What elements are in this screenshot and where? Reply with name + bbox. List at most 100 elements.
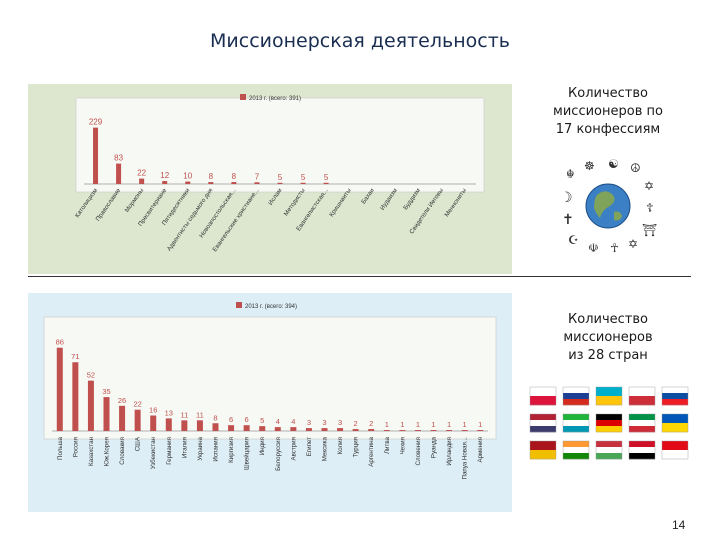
svg-text:☬: ☬	[566, 167, 575, 181]
data-label: 1	[416, 420, 420, 429]
category-label: Мексика	[322, 436, 329, 461]
data-label: 52	[87, 371, 95, 380]
legend-label: 2013 г. (всего: 391)	[249, 96, 301, 102]
data-label: 1	[463, 420, 467, 429]
data-label: 5	[301, 173, 306, 182]
bar-25	[430, 430, 437, 431]
bar-17	[305, 428, 312, 431]
category-label: Словения	[415, 437, 422, 465]
bar-20	[352, 429, 359, 431]
confessions-caption: Количество миссионеров по 17 конфессиям	[553, 86, 663, 137]
bar-2	[116, 163, 122, 184]
flag-3	[595, 386, 623, 406]
bar-23	[399, 430, 406, 431]
svg-text:⛩: ⛩	[642, 223, 657, 237]
svg-text:☥: ☥	[610, 241, 619, 255]
bar-4	[162, 181, 168, 184]
flag-8	[595, 413, 623, 433]
plot-area	[75, 97, 485, 193]
bar-15	[274, 427, 281, 431]
world-religions-emblem-icon: ☬ ☸ ☯ ☮ ✡ ☽ ☦ ✝ ⛩ ☪ ☫ ☥ ✡	[560, 157, 657, 255]
data-label: 11	[196, 410, 204, 419]
category-label: Италия	[181, 437, 188, 458]
data-label: 12	[160, 171, 169, 180]
flag-4	[628, 386, 656, 406]
data-label: 4	[291, 417, 295, 426]
data-label: 1	[447, 420, 451, 429]
svg-text:☯: ☯	[608, 157, 619, 171]
flag-10	[661, 413, 689, 433]
bar-13	[243, 425, 250, 431]
plot-area	[43, 316, 497, 440]
data-label: 11	[180, 410, 188, 419]
data-label: 13	[165, 408, 173, 417]
data-label: 7	[255, 172, 260, 181]
bar-26	[446, 430, 453, 431]
flag-6	[529, 413, 557, 433]
svg-text:✝: ✝	[562, 212, 574, 228]
data-label: 86	[56, 338, 64, 347]
data-label: 8	[213, 413, 217, 422]
category-label: Чехия	[399, 437, 406, 454]
bar-21	[368, 429, 375, 431]
data-label: 4	[276, 417, 280, 426]
bar-8	[254, 182, 260, 184]
data-label: 35	[102, 387, 110, 396]
countries-chart: 2013 г. (всего: 394) 86 Польша 71 Россия 52 Ка…	[28, 293, 512, 512]
page-title: Миссионерская деятельность	[210, 30, 510, 52]
category-label: Египет	[306, 437, 313, 456]
data-label: 16	[149, 406, 157, 415]
data-label: 1	[385, 420, 389, 429]
country-flags-icon	[529, 386, 689, 460]
flag-13	[595, 440, 623, 460]
data-label: 6	[229, 415, 233, 424]
legend-swatch	[240, 94, 246, 100]
page-number: 14	[672, 518, 686, 532]
bar-5	[185, 181, 191, 184]
data-label: 229	[89, 118, 103, 127]
category-label: Юж.Корея	[104, 437, 111, 466]
category-label: Белоруссия	[275, 437, 282, 471]
svg-text:☫: ☫	[588, 241, 599, 255]
bar-1	[56, 347, 63, 431]
flag-12	[562, 440, 590, 460]
legend-swatch	[236, 302, 242, 308]
category-label: Турция	[353, 437, 360, 457]
bar-11	[323, 182, 329, 184]
flag-14	[628, 440, 656, 460]
category-label: США	[135, 436, 142, 451]
data-label: 2	[369, 419, 373, 428]
category-label: Германия	[166, 437, 173, 465]
bar-3	[87, 380, 94, 431]
data-label: 6	[245, 415, 249, 424]
legend-label: 2013 г. (всего: 394)	[245, 304, 297, 310]
data-label: 8	[209, 172, 214, 181]
flag-1	[529, 386, 557, 406]
category-label: Киргизия	[228, 437, 235, 463]
category-label: Узбекистан	[150, 437, 157, 469]
svg-text:☪: ☪	[568, 233, 579, 247]
bar-10	[196, 420, 203, 431]
bar-3	[139, 178, 145, 184]
data-label: 10	[183, 172, 192, 181]
category-label: Словакия	[119, 437, 126, 465]
countries-caption: Количество миссионеров из 28 стран	[563, 312, 653, 363]
flag-9	[628, 413, 656, 433]
bar-8	[165, 418, 172, 431]
category-label: Адвентисты седьмого дня	[166, 187, 215, 252]
flag-5	[661, 386, 689, 406]
countries-chart-svg: 2013 г. (всего: 394)86Польша71Россия52Ка…	[43, 302, 497, 480]
data-label: 8	[232, 172, 237, 181]
category-label: Руанда	[431, 436, 438, 458]
bar-22	[383, 430, 390, 431]
category-label: Папуа Новая...	[462, 437, 469, 480]
svg-text:☸: ☸	[584, 159, 595, 173]
bar-19	[337, 428, 344, 431]
data-label: 1	[400, 420, 404, 429]
bar-7	[150, 415, 157, 431]
data-label: 71	[71, 352, 79, 361]
flag-15	[661, 440, 689, 460]
category-label: Ирландия	[446, 437, 453, 466]
svg-text:☮: ☮	[630, 161, 641, 175]
bar-14	[259, 426, 266, 431]
